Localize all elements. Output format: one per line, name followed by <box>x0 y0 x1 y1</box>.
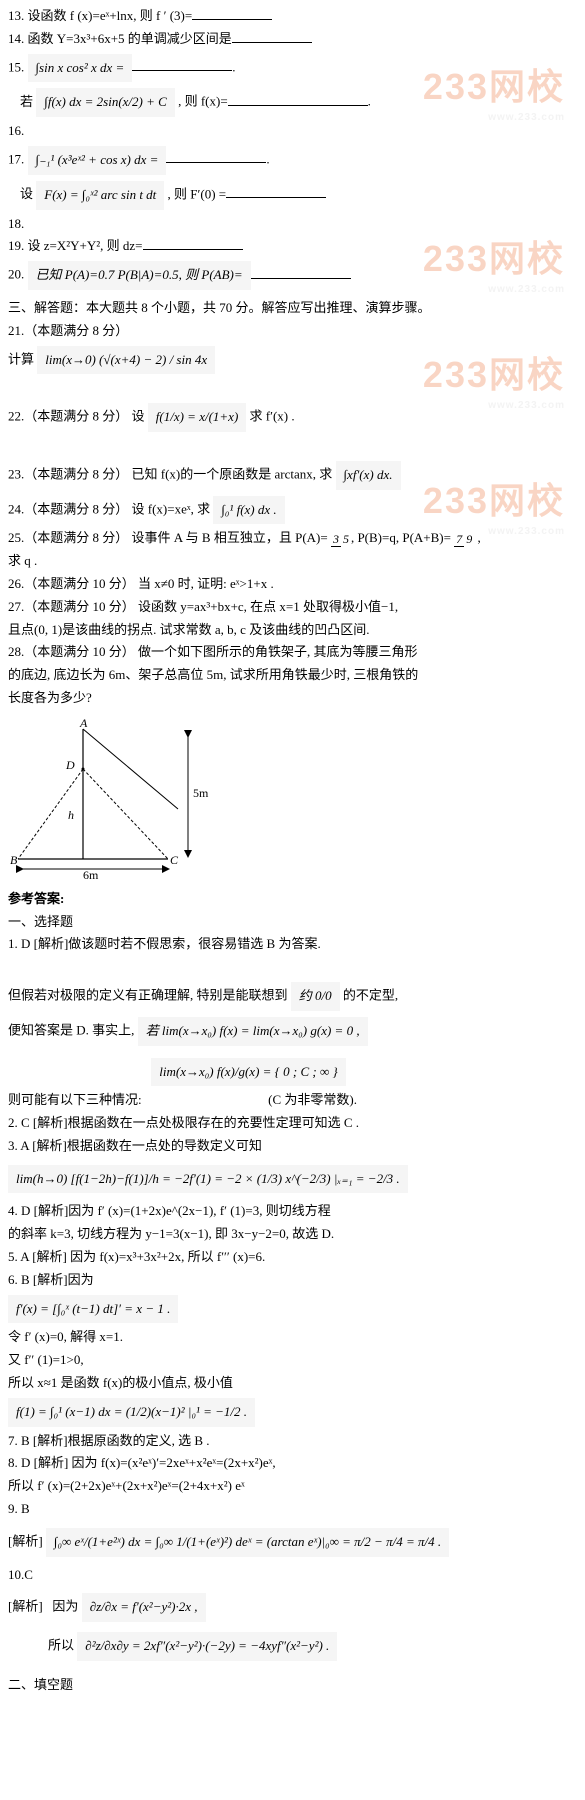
question-24: 24.（本题满分 8 分） 设 f(x)=xeˣ, 求 ∫₀¹ f(x) dx … <box>8 494 577 527</box>
answer-8a: 8. D [解析] 因为 f(x)=(x²eˣ)′=2xeˣ+x²eˣ=(2x+… <box>8 1453 577 1474</box>
question-16: 若 ∫f(x) dx = 2sin(x/2) + C , 则 f(x)=. <box>8 86 577 119</box>
answer-10: 10.C <box>8 1565 577 1586</box>
answer-6-math2: f(1) = ∫₀¹ (x−1) dx = (1/2)(x−1)² |₀¹ = … <box>8 1396 577 1429</box>
section-2-answers: 二、填空题 <box>8 1675 577 1696</box>
svg-text:B: B <box>10 853 18 867</box>
answer-6: 6. B [解析]因为 <box>8 1270 577 1291</box>
svg-text:C: C <box>170 853 179 867</box>
question-18: 设 F(x) = ∫₀ˣ² arc sin t dt , 则 F′(0) = <box>8 179 577 212</box>
answer-10-math2: 所以 ∂²z/∂x∂y = 2xf″(x²−y²)·(−2y) = −4xyf″… <box>48 1630 577 1663</box>
svg-text:A: A <box>79 719 88 730</box>
answers-title: 参考答案: <box>8 889 577 910</box>
answer-9-math: [解析] ∫₀∞ eˣ/(1+e²ˣ) dx = ∫₀∞ 1/(1+(eˣ)²)… <box>8 1526 577 1559</box>
question-16-label: 16. <box>8 121 577 142</box>
question-23: 23.（本题满分 8 分） 已知 f(x)的一个原函数是 arctanx, 求 … <box>8 459 577 492</box>
question-21: 21.（本题满分 8 分） <box>8 321 577 342</box>
question-28b: 的底边, 底边长为 6m、架子总高位 5m, 试求所用角铁最少时, 三根角铁的 <box>8 665 577 686</box>
section-1-answers: 一、选择题 <box>8 912 577 933</box>
fig-label-h: h <box>68 808 74 822</box>
question-28c: 长度各为多少? <box>8 688 577 709</box>
question-28a: 28.（本题满分 10 分） 做一个如下图所示的角铁架子, 其底为等腰三角形 <box>8 642 577 663</box>
answer-6c: 又 f′′ (1)=1>0, <box>8 1350 577 1371</box>
question-25: 25.（本题满分 8 分） 设事件 A 与 B 相互独立，且 P(A)= 35,… <box>8 528 577 549</box>
answer-9: 9. B <box>8 1499 577 1520</box>
question-25b: 求 q . <box>8 551 577 572</box>
question-15: 15. ∫sin x cos² x dx =. <box>8 52 577 85</box>
question-27a: 27.（本题满分 10 分） 设函数 y=ax³+bx+c, 在点 x=1 处取… <box>8 597 577 618</box>
section-3-title: 三、解答题：本大题共 8 个小题，共 70 分。解答应写出推理、演算步骤。 <box>8 298 577 319</box>
question-13: 13. 设函数 f (x)=eˣ+lnx, 则 f ′ (3)= <box>8 6 577 27</box>
question-22: 22.（本题满分 8 分） 设 f(1/x) = x/(1+x) 求 f′(x)… <box>8 401 577 434</box>
question-20: 20. 已知 P(A)=0.7 P(B|A)=0.5, 则 P(AB)= <box>8 259 577 292</box>
answer-4b: 的斜率 k=3, 切线方程为 y−1=3(x−1), 即 3x−y−2=0, 故… <box>8 1224 577 1245</box>
fig-label-6m: 6m <box>83 868 99 879</box>
question-18-label: 18. <box>8 214 577 235</box>
answer-5: 5. A [解析] 因为 f(x)=x³+3x²+2x, 所以 f′′′ (x)… <box>8 1247 577 1268</box>
answer-1b: 但假若对极限的定义有正确理解, 特别是能联想到 约 0/0 的不定型, <box>8 980 577 1013</box>
answer-10-math1: [解析] 因为 ∂z/∂x = f′(x²−y²)·2x , <box>8 1591 577 1624</box>
triangle-figure: 5m 6m h A D B C <box>8 719 577 879</box>
question-26: 26.（本题满分 10 分） 当 x≠0 时, 证明: eˣ>1+x . <box>8 574 577 595</box>
answer-1c: 便知答案是 D. 事实上, 若 lim(x→x₀) f(x) = lim(x→x… <box>8 1015 577 1048</box>
answer-2: 2. C [解析]根据函数在一点处极限存在的充要性定理可知选 C . <box>8 1113 577 1134</box>
svg-text:D: D <box>65 758 75 772</box>
answer-6-math: f′(x) = [∫₀ˣ (t−1) dt]′ = x − 1 . <box>8 1293 577 1326</box>
answer-1d-post: 则可能有以下三种情况: (C 为非零常数). <box>8 1090 577 1111</box>
fig-label-5m: 5m <box>193 786 209 800</box>
question-14: 14. 函数 Y=3x³+6x+5 的单调减少区间是 <box>8 29 577 50</box>
answer-4a: 4. D [解析]因为 f′ (x)=(1+2x)e^(2x−1), f′ (1… <box>8 1201 577 1222</box>
question-21-math: 计算 lim(x→0) (√(x+4) − 2) / sin 4x <box>8 344 577 377</box>
answer-3: 3. A [解析]根据函数在一点处的导数定义可知 <box>8 1136 577 1157</box>
answer-8b: 所以 f′ (x)=(2+2x)eˣ+(2x+x²)eˣ=(2+4x+x²) e… <box>8 1476 577 1497</box>
answer-6b: 令 f′ (x)=0, 解得 x=1. <box>8 1327 577 1348</box>
question-19: 19. 设 z=X²Y+Y², 则 dz= <box>8 236 577 257</box>
answer-7: 7. B [解析]根据原函数的定义, 选 B . <box>8 1431 577 1452</box>
answer-6d: 所以 x≈1 是函数 f(x)的极小值点, 极小值 <box>8 1373 577 1394</box>
question-27b: 且点(0, 1)是该曲线的拐点. 试求常数 a, b, c 及该曲线的凹凸区间. <box>8 620 577 641</box>
answer-1a: 1. D [解析]做该题时若不假思索，很容易错选 B 为答案. <box>8 934 577 955</box>
answer-3-math: lim(h→0) [f(1−2h)−f(1)]/h = −2f′(1) = −2… <box>8 1163 577 1196</box>
answer-1d: lim(x→x₀) f(x)/g(x) = { 0 ; C ; ∞ } <box>8 1056 577 1089</box>
question-17: 17. ∫₋₁¹ (x³eˣ² + cos x) dx =. <box>8 144 577 177</box>
